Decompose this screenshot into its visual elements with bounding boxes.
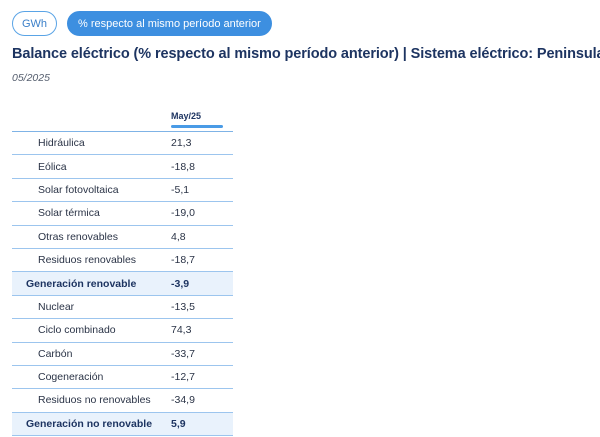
balance-table: May/25 Hidráulica 21,3 Eólica -18,8 Solar fo… xyxy=(12,108,233,437)
row-value: 5,9 xyxy=(171,417,186,430)
row-label: Ciclo combinado xyxy=(38,324,116,337)
row-value: -33,7 xyxy=(171,347,195,360)
row-label: Cogeneración xyxy=(38,371,104,384)
table-top-divider xyxy=(12,131,233,132)
percent-change-toggle-button[interactable]: % respecto al mismo período anterior xyxy=(67,11,272,36)
row-label: Residuos renovables xyxy=(38,254,137,267)
row-value: 21,3 xyxy=(171,137,192,150)
row-label: Solar fotovoltaica xyxy=(38,183,119,196)
row-value: -18,7 xyxy=(171,254,195,267)
column-header-month[interactable]: May/25 xyxy=(171,111,202,121)
page-title: Balance eléctrico (% respecto al mismo p… xyxy=(12,46,600,62)
row-label: Carbón xyxy=(38,347,73,360)
column-header-underline xyxy=(171,125,223,128)
row-value: -5,1 xyxy=(171,183,190,196)
row-label: Hidráulica xyxy=(38,137,85,150)
table-row: Solar fotovoltaica -5,1 xyxy=(12,179,233,203)
gwh-toggle-button[interactable]: GWh xyxy=(12,11,57,36)
table-total-row: Generación no renovable 5,9 xyxy=(12,412,233,437)
row-value: -34,9 xyxy=(171,394,195,407)
unit-toggle-group: GWh % respecto al mismo período anterior xyxy=(12,11,272,36)
row-value: -13,5 xyxy=(171,300,195,313)
table-row: Solar térmica -19,0 xyxy=(12,202,233,226)
row-label: Eólica xyxy=(38,160,67,173)
row-label: Nuclear xyxy=(38,300,75,313)
table-row: Otras renovables 4,8 xyxy=(12,226,233,249)
table-row: Eólica -18,8 xyxy=(12,155,233,179)
row-value: 4,8 xyxy=(171,230,186,243)
row-value: -3,9 xyxy=(171,277,190,290)
table-body: Hidráulica 21,3 Eólica -18,8 Solar fotovolta… xyxy=(12,132,233,437)
row-value: -18,8 xyxy=(171,160,195,173)
row-label: Generación no renovable xyxy=(26,417,153,430)
row-label: Otras renovables xyxy=(38,230,118,243)
row-label: Residuos no renovables xyxy=(38,394,151,407)
table-row: Hidráulica 21,3 xyxy=(12,132,233,156)
table-row: Cogeneración -12,7 xyxy=(12,366,233,390)
table-total-row: Generación renovable -3,9 xyxy=(12,272,233,296)
row-value: 74,3 xyxy=(171,324,192,337)
table-row: Ciclo combinado 74,3 xyxy=(12,319,233,343)
table-row: Carbón -33,7 xyxy=(12,343,233,366)
table-row: Nuclear -13,5 xyxy=(12,296,233,320)
table-row: Residuos no renovables -34,9 xyxy=(12,389,233,413)
row-value: -12,7 xyxy=(171,371,195,384)
table-row: Residuos renovables -18,7 xyxy=(12,249,233,273)
table-header: May/25 xyxy=(12,108,233,128)
row-label: Generación renovable xyxy=(26,277,137,290)
row-value: -19,0 xyxy=(171,207,195,220)
period-label: 05/2025 xyxy=(12,72,50,84)
row-label: Solar térmica xyxy=(38,207,100,220)
